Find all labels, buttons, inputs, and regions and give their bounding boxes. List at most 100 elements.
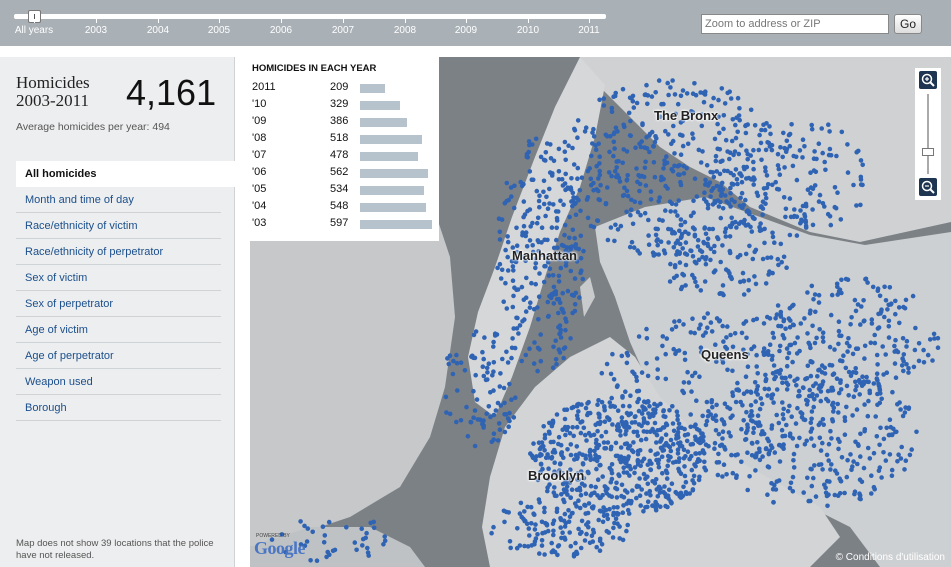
homicide-dot[interactable]	[591, 134, 597, 139]
homicide-dot[interactable]	[791, 465, 797, 470]
homicide-dot[interactable]	[481, 373, 487, 379]
homicide-dot[interactable]	[523, 352, 529, 358]
homicide-dot[interactable]	[728, 332, 733, 338]
homicide-dot[interactable]	[736, 151, 742, 157]
homicide-dot[interactable]	[816, 300, 822, 305]
homicide-dot[interactable]	[570, 203, 575, 209]
homicide-dot[interactable]	[666, 92, 671, 98]
homicide-dot[interactable]	[611, 377, 617, 382]
homicide-dot[interactable]	[756, 147, 762, 153]
homicide-dot[interactable]	[850, 413, 855, 418]
homicide-dot[interactable]	[709, 329, 715, 334]
homicide-dot[interactable]	[642, 210, 648, 216]
homicide-dot[interactable]	[554, 215, 560, 221]
homicide-dot[interactable]	[904, 338, 910, 344]
homicide-dot[interactable]	[690, 225, 696, 230]
homicide-dot[interactable]	[675, 447, 681, 453]
homicide-dot[interactable]	[560, 307, 565, 313]
homicide-dot[interactable]	[735, 452, 740, 457]
homicide-dot[interactable]	[695, 244, 701, 249]
homicide-dot[interactable]	[710, 226, 716, 232]
homicide-dot[interactable]	[578, 545, 584, 551]
homicide-dot[interactable]	[536, 249, 541, 254]
homicide-dot[interactable]	[774, 412, 779, 418]
homicide-dot[interactable]	[551, 490, 557, 495]
homicide-dot[interactable]	[491, 437, 496, 442]
homicide-dot[interactable]	[629, 197, 634, 203]
homicide-dot[interactable]	[495, 400, 501, 406]
homicide-dot[interactable]	[545, 476, 550, 482]
homicide-dot[interactable]	[821, 422, 826, 428]
homicide-dot[interactable]	[690, 136, 696, 141]
homicide-dot[interactable]	[558, 198, 563, 204]
homicide-dot[interactable]	[728, 415, 733, 421]
homicide-dot[interactable]	[504, 349, 509, 355]
homicide-dot[interactable]	[573, 540, 578, 546]
homicide-dot[interactable]	[302, 523, 307, 529]
homicide-dot[interactable]	[745, 151, 750, 157]
homicide-dot[interactable]	[712, 440, 718, 446]
homicide-dot[interactable]	[832, 347, 837, 352]
homicide-dot[interactable]	[562, 181, 568, 186]
homicide-dot[interactable]	[509, 397, 514, 403]
homicide-dot[interactable]	[576, 498, 581, 504]
homicide-dot[interactable]	[545, 206, 551, 211]
homicide-dot[interactable]	[537, 551, 542, 556]
homicide-dot[interactable]	[558, 265, 564, 271]
homicide-dot[interactable]	[638, 437, 644, 443]
homicide-dot[interactable]	[637, 251, 642, 256]
homicide-dot[interactable]	[714, 169, 719, 174]
homicide-dot[interactable]	[534, 220, 540, 226]
homicide-dot[interactable]	[524, 275, 529, 281]
homicide-dot[interactable]	[454, 352, 459, 358]
homicide-dot[interactable]	[620, 160, 625, 166]
homicide-dot[interactable]	[715, 236, 721, 242]
homicide-dot[interactable]	[921, 360, 927, 365]
homicide-dot[interactable]	[609, 395, 614, 401]
homicide-dot[interactable]	[577, 295, 582, 300]
homicide-dot[interactable]	[637, 476, 642, 481]
homicide-dot[interactable]	[820, 417, 826, 422]
homicide-dot[interactable]	[613, 90, 618, 96]
homicide-dot[interactable]	[845, 142, 850, 147]
homicide-dot[interactable]	[689, 453, 694, 459]
homicide-dot[interactable]	[712, 199, 717, 204]
homicide-dot[interactable]	[603, 446, 609, 451]
homicide-dot[interactable]	[655, 226, 660, 232]
homicide-dot[interactable]	[727, 274, 733, 279]
homicide-dot[interactable]	[753, 247, 759, 253]
homicide-dot[interactable]	[502, 400, 507, 406]
homicide-dot[interactable]	[861, 379, 867, 384]
homicide-dot[interactable]	[802, 417, 808, 423]
homicide-dot[interactable]	[858, 158, 864, 163]
homicide-dot[interactable]	[536, 239, 541, 245]
homicide-dot[interactable]	[537, 271, 542, 276]
homicide-dot[interactable]	[634, 495, 639, 501]
homicide-dot[interactable]	[765, 255, 770, 261]
homicide-dot[interactable]	[730, 344, 736, 350]
homicide-dot[interactable]	[652, 401, 657, 407]
homicide-dot[interactable]	[677, 241, 683, 247]
homicide-dot[interactable]	[598, 462, 603, 468]
homicide-dot[interactable]	[562, 416, 568, 422]
homicide-dot[interactable]	[473, 372, 478, 378]
homicide-dot[interactable]	[825, 388, 831, 394]
homicide-dot[interactable]	[811, 404, 816, 410]
homicide-dot[interactable]	[593, 484, 598, 490]
homicide-dot[interactable]	[542, 505, 547, 511]
homicide-dot[interactable]	[781, 195, 787, 200]
homicide-dot[interactable]	[661, 448, 667, 453]
homicide-dot[interactable]	[886, 335, 892, 340]
homicide-dot[interactable]	[562, 511, 568, 517]
homicide-dot[interactable]	[659, 174, 664, 180]
homicide-dot[interactable]	[570, 145, 575, 151]
homicide-dot[interactable]	[852, 297, 858, 303]
homicide-dot[interactable]	[903, 297, 909, 303]
homicide-dot[interactable]	[838, 478, 844, 484]
homicide-dot[interactable]	[603, 201, 609, 206]
homicide-dot[interactable]	[683, 479, 689, 485]
homicide-dot[interactable]	[784, 265, 789, 270]
homicide-dot[interactable]	[765, 140, 770, 145]
homicide-dot[interactable]	[322, 533, 328, 538]
homicide-dot[interactable]	[625, 522, 630, 528]
